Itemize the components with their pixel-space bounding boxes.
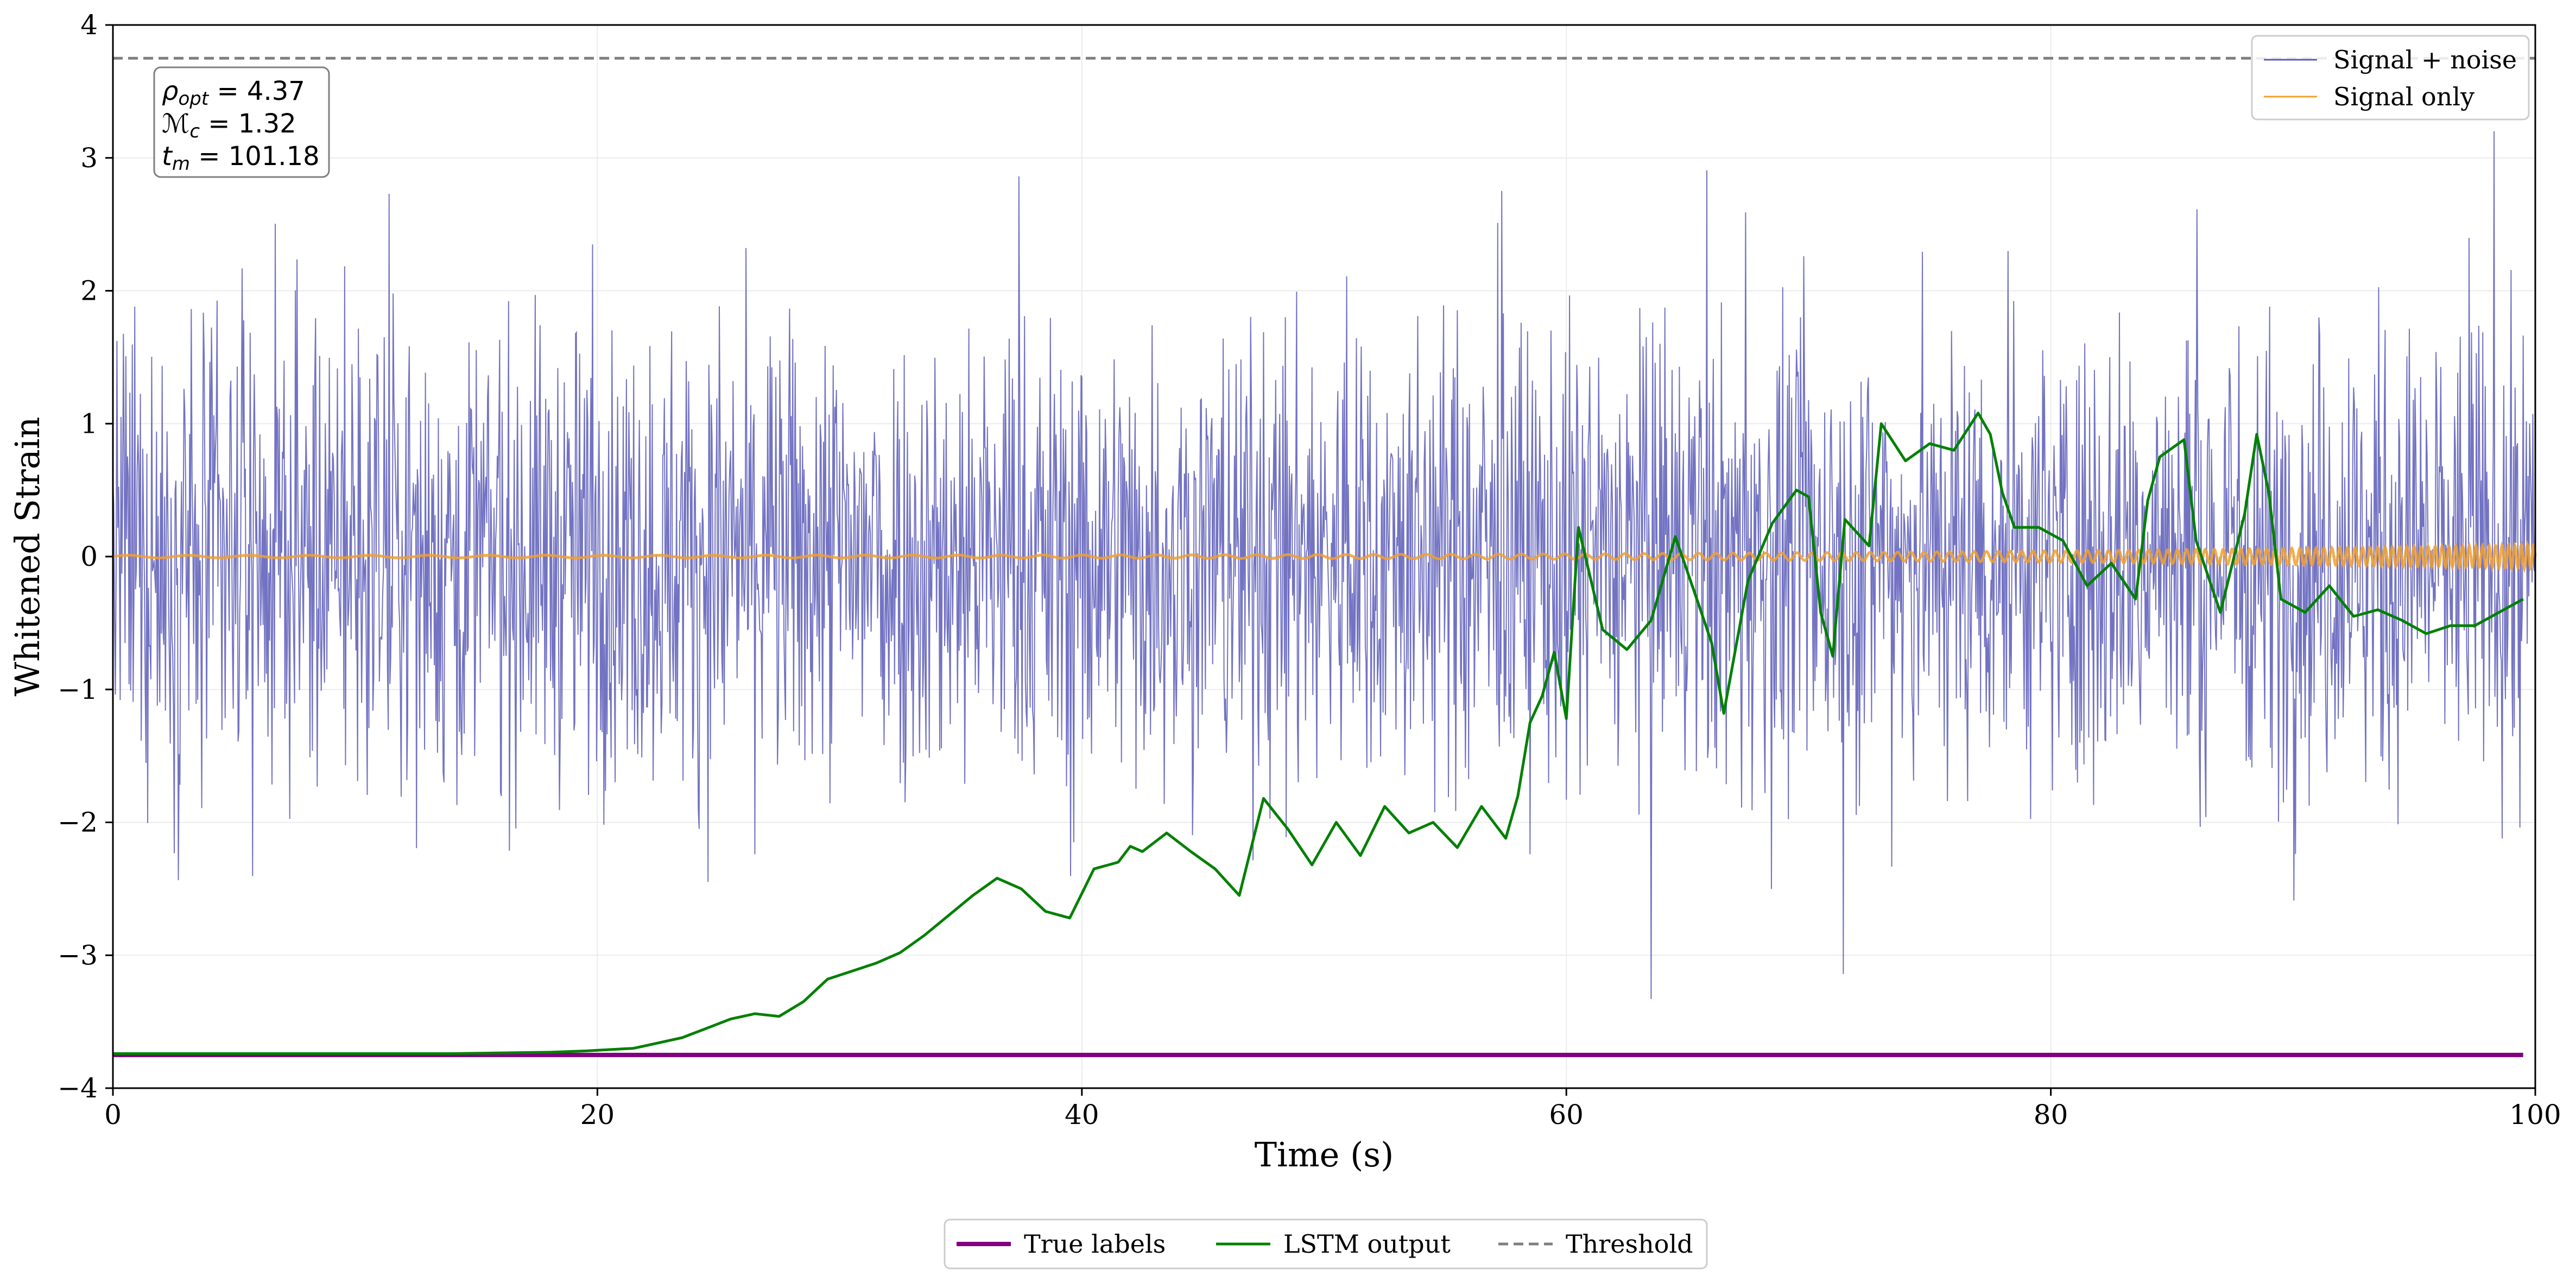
- x-tick-label: 0: [104, 1099, 122, 1131]
- annotation-chirp-mass: ℳc = 1.32: [162, 109, 296, 142]
- legend-lower: True labels LSTM output Threshold: [944, 1218, 1708, 1270]
- legend-label-lstm-output: LSTM output: [1283, 1229, 1451, 1259]
- x-tick-label: 60: [1549, 1099, 1584, 1131]
- series-signal-only: [112, 540, 2537, 573]
- legend-label-threshold: Threshold: [1566, 1229, 1693, 1259]
- legend-label-signal-plus-noise: Signal + noise: [2333, 45, 2517, 74]
- y-tick-label: 2: [80, 275, 98, 307]
- legend-label-true-labels: True labels: [1024, 1229, 1166, 1259]
- x-tick-label: 20: [580, 1099, 615, 1131]
- series-lstm-output: [113, 412, 2524, 1055]
- signal-plus-noise-line: [112, 131, 2536, 999]
- annotation-box: ρopt = 4.37 ℳc = 1.32 tm = 101.18: [153, 66, 330, 178]
- y-axis-label: Whitened Strain: [8, 417, 47, 697]
- signal-only-line: [112, 540, 2537, 573]
- x-tick-label: 80: [2034, 1099, 2068, 1131]
- axis-ticks: 0 20 40 60 80 100 −4 −3 −2 −1 0 1 2 3 4: [58, 9, 2561, 1131]
- annotation-frame: [153, 66, 330, 178]
- legend-upper-frame: [2251, 35, 2530, 121]
- x-tick-label: 100: [2509, 1099, 2561, 1131]
- y-tick-label: 0: [80, 541, 98, 572]
- annotation-merger-time: tm = 101.18: [162, 141, 320, 175]
- legend-label-signal-only: Signal only: [2333, 82, 2474, 111]
- y-tick-label: 3: [80, 142, 98, 174]
- y-tick-label: −4: [58, 1072, 98, 1104]
- y-tick-label: −2: [58, 807, 98, 838]
- x-axis-label: Time (s): [1255, 1135, 1394, 1174]
- lstm-output-line: [113, 412, 2524, 1055]
- y-tick-label: 4: [80, 9, 98, 41]
- y-tick-label: −1: [58, 674, 98, 705]
- annotation-rho-opt: ρopt = 4.37: [162, 76, 305, 110]
- y-tick-label: −3: [58, 939, 98, 971]
- x-tick-label: 40: [1065, 1099, 1099, 1131]
- y-tick-label: 1: [80, 408, 98, 439]
- legend-lower-frame: [944, 1218, 1708, 1270]
- series-signal-plus-noise: [112, 131, 2536, 999]
- legend-upper: Signal + noise Signal only: [2251, 35, 2530, 121]
